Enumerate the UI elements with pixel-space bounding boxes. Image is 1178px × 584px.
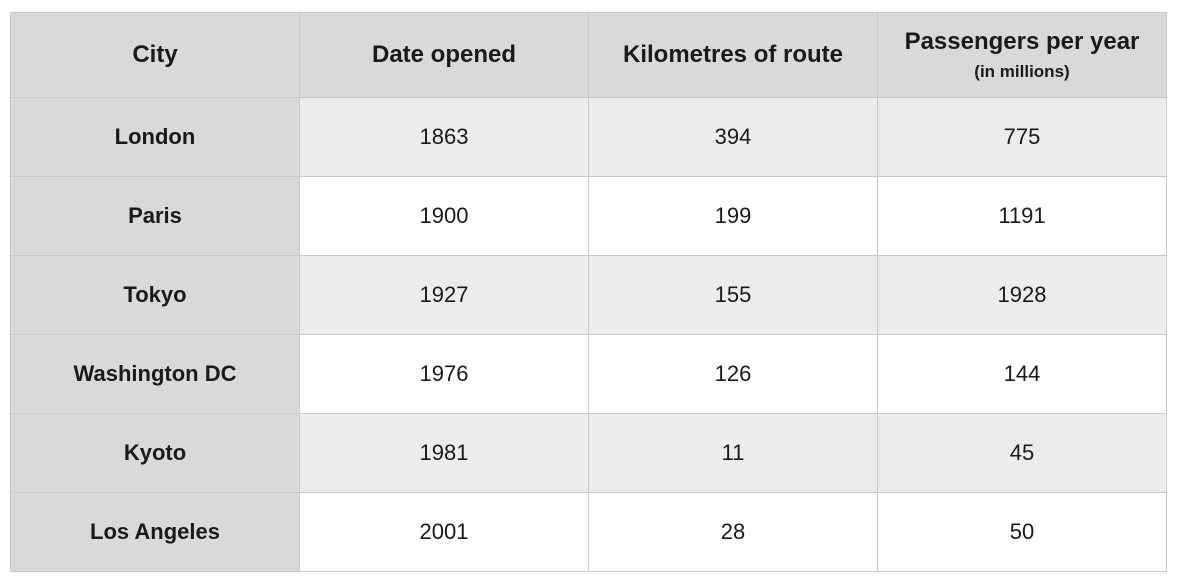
table-cell: 155: [588, 255, 878, 335]
table-row: Tokyo 1927 155 1928: [10, 255, 1167, 335]
table-body: London 1863 394 775 Paris 1900 199 1191 Tokyo 192…: [10, 97, 1167, 572]
column-header-sublabel: (in millions): [974, 62, 1070, 81]
table-row: London 1863 394 775: [10, 97, 1167, 177]
table-cell: 1981: [299, 413, 589, 493]
city-cell: London: [10, 97, 300, 177]
column-header-label: Date opened: [371, 41, 517, 68]
city-cell: Paris: [10, 176, 300, 256]
table-row: Paris 1900 199 1191: [10, 176, 1167, 256]
table-row: Washington DC 1976 126 144: [10, 334, 1167, 414]
table-cell: 394: [588, 97, 878, 177]
table-cell: 1928: [877, 255, 1167, 335]
column-header-label: City: [132, 41, 178, 68]
column-header-city: City: [10, 12, 300, 98]
table-cell: 45: [877, 413, 1167, 493]
table-cell: 1927: [299, 255, 589, 335]
city-cell: Washington DC: [10, 334, 300, 414]
table-cell: 2001: [299, 492, 589, 572]
column-header-date-opened: Date opened: [299, 12, 589, 98]
table-cell: 1191: [877, 176, 1167, 256]
city-cell: Kyoto: [10, 413, 300, 493]
table-row: Los Angeles 2001 28 50: [10, 492, 1167, 572]
table-row: Kyoto 1981 11 45: [10, 413, 1167, 493]
table-cell: 1976: [299, 334, 589, 414]
metro-data-table: City Date opened Kilometres of route Pas…: [10, 12, 1167, 572]
table-cell: 126: [588, 334, 878, 414]
column-header-label: Passengers per year: [904, 28, 1140, 55]
table-cell: 144: [877, 334, 1167, 414]
city-cell: Tokyo: [10, 255, 300, 335]
table-cell: 11: [588, 413, 878, 493]
table-cell: 28: [588, 492, 878, 572]
column-header-kilometres: Kilometres of route: [588, 12, 878, 98]
city-cell: Los Angeles: [10, 492, 300, 572]
column-header-label: Kilometres of route: [622, 41, 844, 68]
table-cell: 50: [877, 492, 1167, 572]
table-cell: 775: [877, 97, 1167, 177]
metro-table-container: City Date opened Kilometres of route Pas…: [10, 12, 1167, 572]
column-header-passengers: Passengers per year (in millions): [877, 12, 1167, 98]
table-cell: 1900: [299, 176, 589, 256]
table-cell: 1863: [299, 97, 589, 177]
table-header-row: City Date opened Kilometres of route Pas…: [10, 12, 1167, 98]
table-cell: 199: [588, 176, 878, 256]
